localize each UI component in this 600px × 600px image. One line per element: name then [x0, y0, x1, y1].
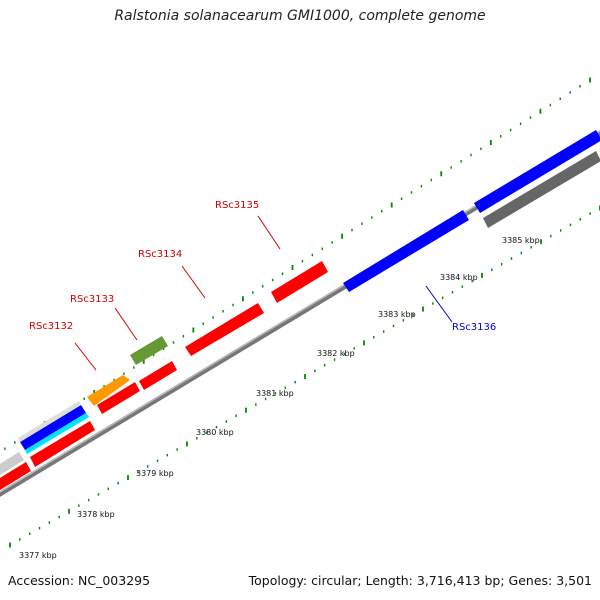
map-title: Ralstonia solanacearum GMI1000, complete… — [114, 8, 486, 24]
scale-label-3377: 3377 kbp — [19, 551, 57, 560]
gene-label-rsc3134: RSc3134 — [138, 249, 182, 260]
feature-dark-gray — [483, 151, 600, 228]
scale-label-3385: 3385 kbp — [502, 236, 540, 245]
accession-text: Accession: NC_003295 — [8, 573, 151, 588]
leader-rsc3133 — [114, 307, 138, 341]
feature-red-e — [271, 261, 328, 303]
feature-olive — [130, 336, 168, 365]
scale-label-3384: 3384 kbp — [440, 273, 478, 282]
gene-label-rsc3136: RSc3136 — [452, 322, 496, 333]
feature-red-b — [30, 421, 95, 467]
scale-label-3378: 3378 kbp — [77, 510, 115, 519]
gene-label-rsc3132: RSc3132 — [29, 321, 73, 332]
gene-label-rsc3133: RSc3133 — [70, 294, 114, 305]
feature-cyan — [25, 413, 89, 454]
feature-red-d — [139, 361, 177, 390]
feature-red-rsc3135 — [185, 303, 264, 356]
scale-label-3382: 3382 kbp — [317, 349, 355, 358]
topology-text: Topology: circular; Length: 3,716,413 bp… — [248, 573, 592, 588]
feature-blue-rsc3136 — [474, 130, 600, 213]
scale-label-3381: 3381 kbp — [256, 389, 294, 398]
feature-blue — [20, 405, 86, 450]
scale-label-3380: 3380 kbp — [196, 428, 234, 437]
scale-label-3379: 3379 kbp — [136, 469, 174, 478]
leader-rsc3136 — [425, 285, 453, 323]
feature-light-gray-rim — [18, 401, 81, 442]
leader-rsc3135 — [257, 215, 281, 250]
feature-blue-inner — [343, 210, 469, 292]
feature-orange — [87, 375, 130, 406]
leader-rsc3132 — [74, 342, 97, 371]
leader-rsc3134 — [181, 265, 206, 299]
feature-light-gray — [0, 452, 24, 475]
gene-label-rsc3135: RSc3135 — [215, 200, 259, 211]
feature-red-c — [97, 382, 140, 414]
feature-red-a — [0, 462, 31, 490]
scale-label-3383: 3383 kbp — [378, 310, 416, 319]
